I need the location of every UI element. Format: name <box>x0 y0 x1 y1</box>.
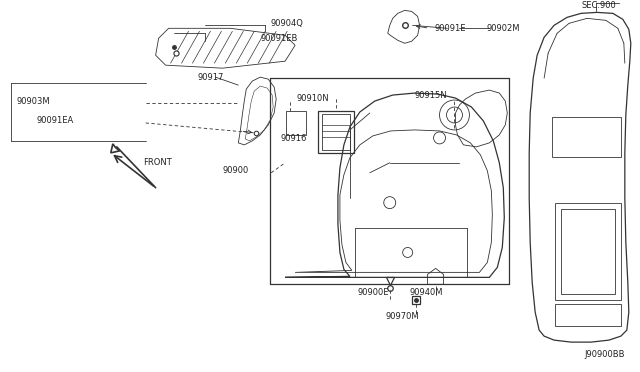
Text: 90900E: 90900E <box>358 288 389 297</box>
Text: 90940M: 90940M <box>410 288 443 297</box>
Text: FRONT: FRONT <box>143 158 172 167</box>
Text: 90091EB: 90091EB <box>260 34 298 43</box>
Text: 90910N: 90910N <box>296 93 329 103</box>
Text: 90903M: 90903M <box>16 97 50 106</box>
Text: 90916: 90916 <box>280 134 307 143</box>
Text: 90904Q: 90904Q <box>270 19 303 28</box>
Text: 90902M: 90902M <box>486 24 520 33</box>
Text: J90900BB: J90900BB <box>584 350 625 359</box>
Text: 90915N: 90915N <box>415 90 447 100</box>
Text: 90091EA: 90091EA <box>36 116 74 125</box>
Text: 90900: 90900 <box>222 166 248 175</box>
Text: 90917: 90917 <box>198 73 224 81</box>
Text: 90091E: 90091E <box>435 24 466 33</box>
Text: SEC.900: SEC.900 <box>582 1 617 10</box>
Text: 90970M: 90970M <box>386 312 419 321</box>
